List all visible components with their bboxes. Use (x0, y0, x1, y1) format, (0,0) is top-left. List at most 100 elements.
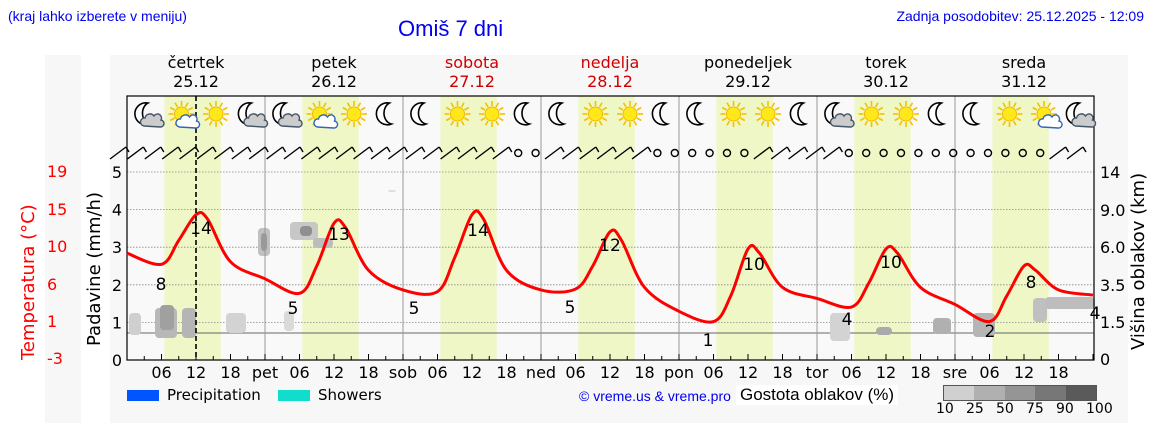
wind-barb-icon (353, 146, 374, 160)
x-tick-label: 18 (1048, 363, 1068, 382)
temperature-tick: 1 (47, 312, 58, 331)
day-name: sreda (1001, 53, 1047, 72)
sun-cloud-icon (306, 101, 339, 129)
cloud-density-tick: 75 (1026, 401, 1044, 417)
precipitation-tick: 1 (112, 313, 122, 332)
cloud-density-tick: 10 (936, 401, 954, 417)
day-date: 25.12 (173, 72, 219, 91)
x-tick-label: 18 (358, 363, 378, 382)
precipitation-tick: 2 (112, 276, 122, 295)
sun-icon (755, 101, 781, 127)
x-tick-label: 06 (703, 363, 723, 382)
day-name: ponedeljek (704, 53, 792, 72)
calm-wind-icon (531, 148, 540, 158)
moon-icon (962, 102, 981, 126)
calm-wind-icon (983, 148, 993, 158)
wind-barb-icon (596, 146, 617, 160)
sun-icon (720, 101, 747, 127)
cloud-density-swatch (1004, 386, 1036, 400)
x-tick-label: 12 (876, 363, 896, 382)
precipitation-tick: 0 (112, 351, 122, 370)
wind-barb-icon (544, 146, 565, 160)
temperature-extreme-label: 2 (985, 322, 996, 342)
temperature-extreme-label: 4 (842, 310, 853, 330)
wind-barb-icon (126, 146, 148, 160)
cloud-density-label: Gostota oblakov (%) (736, 385, 899, 405)
calm-wind-icon (896, 148, 906, 158)
x-tick-label: 06 (979, 363, 999, 382)
day-name: sobota (444, 53, 500, 72)
x-tick-label: 18 (910, 363, 930, 382)
temperature-tick: 10 (47, 237, 68, 256)
calm-wind-icon (844, 148, 853, 158)
sun-icon (479, 101, 505, 127)
cloud-height-tick: 1.5 (1100, 313, 1125, 332)
moon-cloud-icon (824, 102, 855, 128)
x-tick-label: tor (806, 363, 829, 382)
temperature-tick: -3 (47, 349, 63, 368)
wind-barb-icon (213, 146, 235, 160)
moon-cloud-icon (134, 102, 165, 128)
calm-wind-icon (1001, 148, 1010, 158)
wind-barb-icon (457, 146, 478, 160)
x-tick-label: 12 (738, 363, 758, 382)
precipitation-tick: 3 (112, 238, 122, 257)
x-tick-label: 12 (186, 363, 206, 382)
x-tick-label: sre (943, 363, 967, 382)
copyright-link[interactable]: © vreme.us & vreme.pro (579, 388, 731, 404)
calm-wind-icon (722, 148, 732, 158)
x-tick-label: sob (389, 363, 417, 382)
x-tick-label: 18 (496, 363, 516, 382)
location-menu-hint[interactable]: (kraj lahko izberete v meniju) (8, 8, 187, 24)
wind-barb-icon (614, 146, 635, 160)
cloud-density-swatch (974, 386, 1005, 400)
showers-legend-swatch (278, 390, 310, 401)
temperature-tick: 6 (47, 275, 58, 294)
day-name: nedelja (580, 53, 640, 72)
temperature-tick: 15 (47, 200, 68, 219)
x-tick-label: 06 (841, 363, 861, 382)
cloud-height-tick: 9.0 (1100, 201, 1125, 220)
wind-barb-icon (805, 146, 826, 160)
precipitation-tick: 5 (112, 163, 122, 182)
day-name: četrtek (167, 53, 225, 72)
moon-icon (410, 102, 429, 126)
calm-wind-icon (740, 148, 749, 158)
wind-barb-icon (1049, 146, 1070, 160)
calm-wind-icon (879, 148, 888, 158)
sun-cloud-icon (168, 101, 201, 129)
day-date: 26.12 (311, 72, 357, 91)
wind-barb-icon (109, 146, 130, 160)
calm-wind-icon (514, 148, 523, 158)
moon-cloud-icon (237, 102, 269, 128)
wind-barb-icon (561, 146, 583, 160)
day-name: petek (311, 53, 357, 72)
x-tick-label: 12 (1014, 363, 1034, 382)
wind-barb-icon (300, 146, 322, 160)
calm-wind-icon (670, 148, 679, 158)
sun-icon (582, 101, 609, 127)
calm-wind-icon (862, 148, 871, 158)
moon-icon (686, 102, 705, 126)
sun-icon (341, 101, 367, 127)
moon-icon (548, 102, 567, 126)
wind-barb-icon (822, 146, 844, 160)
cloud-height-tick: 0 (1100, 350, 1110, 369)
x-tick-label: 18 (772, 363, 792, 382)
sun-icon (996, 101, 1023, 127)
day-name: torek (865, 53, 907, 72)
calm-wind-icon (688, 148, 697, 158)
precipitation-legend-swatch (127, 390, 159, 401)
calm-wind-icon (1018, 148, 1027, 158)
temperature-extreme-label: 5 (288, 299, 299, 319)
temperature-extreme-label: 5 (409, 299, 420, 319)
temperature-extreme-label: 1 (703, 331, 714, 351)
day-header: nedelja 28.12 (541, 53, 679, 91)
day-date: 30.12 (863, 72, 909, 91)
cloud-height-tick: 14 (1100, 163, 1120, 182)
temperature-extreme-label: 10 (743, 255, 765, 275)
wind-barb-icon (631, 146, 652, 160)
day-date: 27.12 (449, 72, 495, 91)
day-header: sobota 27.12 (403, 53, 541, 91)
